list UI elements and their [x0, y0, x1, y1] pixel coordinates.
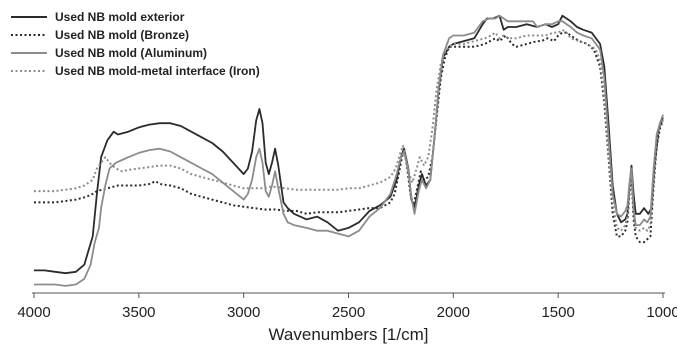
series-layer	[34, 14, 664, 287]
legend-label-3: Used NB mold (Aluminum)	[55, 46, 207, 60]
x-axis-title: Wavenumbers [1/cm]	[269, 325, 429, 344]
series-line-3	[34, 14, 664, 287]
legend: Used NB mold exterior Used NB mold (Bronz…	[11, 10, 260, 78]
x-tick-label: 3000	[227, 304, 260, 321]
x-tick-label: 2500	[332, 304, 365, 321]
x-tick-label: 1500	[541, 304, 574, 321]
series-line-4	[34, 28, 664, 232]
x-tick-label: 2000	[437, 304, 470, 321]
legend-label-1: Used NB mold exterior	[55, 10, 185, 24]
x-tick-label: 1000	[646, 304, 677, 321]
legend-label-4: Used NB mold-metal interface (Iron)	[55, 64, 260, 78]
x-tick-label: 3500	[122, 304, 155, 321]
series-line-2	[34, 31, 664, 244]
legend-label-2: Used NB mold (Bronze)	[55, 28, 189, 42]
x-axis-ticks: 4000 3500 3000 2500 2000 1500 1000	[17, 293, 677, 321]
x-tick-label: 4000	[17, 304, 50, 321]
